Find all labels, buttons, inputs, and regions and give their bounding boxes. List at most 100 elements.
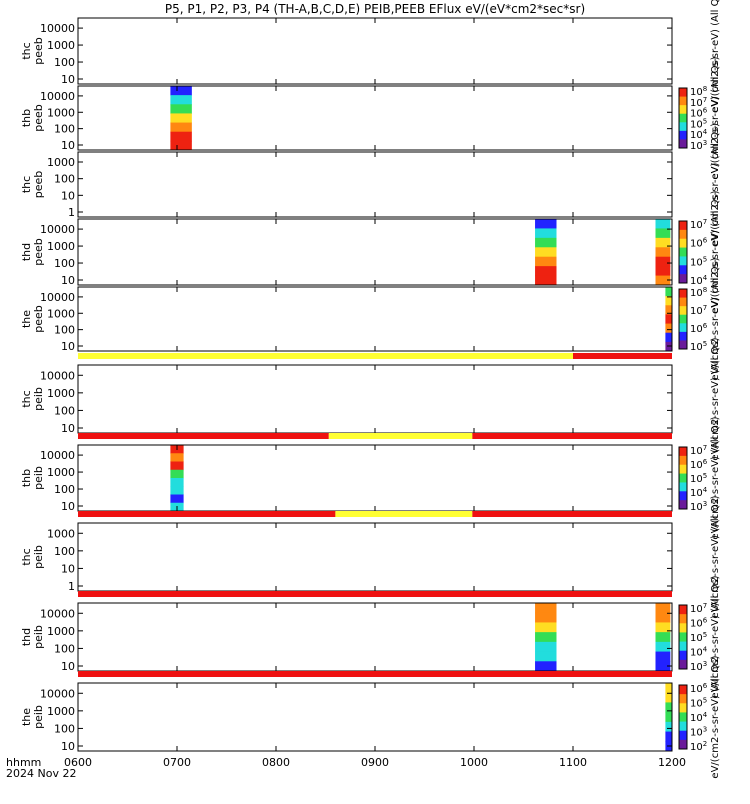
colorbar-cell bbox=[679, 447, 687, 457]
colorbar-cell bbox=[679, 306, 687, 316]
y-tick-label: 10 bbox=[61, 500, 75, 513]
spectrogram-cell bbox=[535, 237, 557, 248]
panel-ylabel: thcpeib bbox=[20, 545, 45, 569]
colorbar-cell bbox=[679, 703, 687, 713]
x-axis-date-label: 2024 Nov 22 bbox=[6, 767, 76, 780]
x-tick-label: 0600 bbox=[64, 756, 92, 769]
spectrogram-cell bbox=[535, 247, 557, 258]
colorbar-cell bbox=[679, 623, 687, 633]
spectrogram-cell bbox=[655, 632, 671, 643]
colorbar-tick-label: 106 bbox=[690, 682, 708, 695]
colorbar-label: eV/(cm2-s-sr-eV) (All Qs) bbox=[710, 257, 721, 380]
colorbar-cell bbox=[679, 274, 687, 284]
colorbar-cell bbox=[679, 238, 687, 249]
colorbar-cell bbox=[679, 340, 687, 350]
x-tick-label: 0900 bbox=[361, 756, 389, 769]
colorbar-cell bbox=[679, 130, 687, 140]
panel-ylabel: thbpeib bbox=[20, 466, 45, 490]
y-tick-label: 10000 bbox=[40, 22, 75, 35]
colorbar-tick-label: 108 bbox=[690, 286, 707, 299]
colorbar-label: eV/(cm2-s-sr-eV) (All Qs) bbox=[710, 56, 721, 179]
colorbar-tick-label: 102 bbox=[690, 740, 707, 753]
colorbar-cell bbox=[679, 221, 687, 231]
spectrogram-block bbox=[655, 219, 671, 286]
y-tick-label: 1 bbox=[68, 206, 75, 219]
y-tick-label: 100 bbox=[54, 324, 75, 337]
colorbar-label: eV/(cm2-s-sr-eV) (All Qs) bbox=[710, 337, 721, 460]
spectrogram-cell bbox=[535, 612, 557, 623]
flag-bar-segment bbox=[472, 511, 672, 517]
panel-thc-peib: 10 100 1000 10000 thcpeib eV/(cm2-s-sr-eV) (A… bbox=[20, 337, 721, 460]
y-tick-label: 1000 bbox=[47, 625, 75, 638]
colorbar-tick-label: 105 bbox=[690, 472, 707, 485]
spectrogram-block bbox=[665, 287, 672, 352]
spectrogram-cell bbox=[535, 266, 557, 277]
colorbar-cell bbox=[679, 314, 687, 324]
spectrogram-cell bbox=[655, 237, 671, 248]
colorbar-cell bbox=[679, 685, 687, 695]
colorbar-frame bbox=[678, 446, 688, 510]
y-tick-label: 10000 bbox=[40, 291, 75, 304]
flag-bar-segment bbox=[78, 433, 329, 439]
spectrogram-cell bbox=[665, 314, 672, 325]
colorbar-label: eV/(cm2-s-sr-eV) (All Qs) bbox=[710, 575, 721, 698]
panel-frame bbox=[77, 17, 673, 85]
colorbar-tick-label: 107 bbox=[690, 444, 707, 457]
panel-ylabel: thepeib bbox=[20, 705, 45, 729]
colorbar-cell bbox=[679, 614, 687, 624]
colorbar-cell bbox=[679, 464, 687, 475]
spectrogram-cell bbox=[665, 287, 672, 297]
colorbar-tick-label: 103 bbox=[690, 500, 707, 513]
colorbar-tick-label: 106 bbox=[690, 322, 708, 335]
spectrogram-block bbox=[535, 603, 557, 672]
colorbar-tick-label: 107 bbox=[690, 602, 707, 615]
spectrogram-cell bbox=[170, 113, 192, 124]
spectrogram-cell bbox=[655, 275, 671, 286]
spectrogram-cell bbox=[170, 122, 192, 133]
colorbar-tick-label: 107 bbox=[690, 218, 707, 231]
spectrogram-cell bbox=[655, 622, 671, 633]
spectrogram-cell bbox=[535, 632, 557, 643]
y-tick-label: 10 bbox=[61, 274, 75, 287]
panel-frame bbox=[77, 522, 673, 592]
y-tick-label: 1000 bbox=[47, 705, 75, 718]
colorbar-tick-label: 105 bbox=[690, 631, 707, 644]
y-tick-label: 10 bbox=[61, 189, 75, 202]
spectrogram-cell bbox=[170, 494, 184, 504]
spectrogram-block bbox=[170, 86, 192, 151]
spectrogram-cell bbox=[170, 86, 192, 96]
colorbar-label: eV/(cm2-s-sr-eV) (All Qs) bbox=[710, 190, 721, 313]
y-tick-label: 100 bbox=[54, 642, 75, 655]
y-tick-label: 10000 bbox=[40, 369, 75, 382]
y-tick-label: 100 bbox=[54, 722, 75, 735]
colorbar-cell bbox=[679, 113, 687, 123]
spectrogram-cell bbox=[535, 275, 557, 286]
colorbar-cell bbox=[679, 105, 687, 115]
spectrogram-block bbox=[170, 445, 184, 512]
panel-ylabel: thcpeeb bbox=[20, 171, 45, 199]
spectrogram-cell bbox=[170, 453, 184, 462]
panel-frame bbox=[77, 85, 673, 151]
colorbar-cell bbox=[679, 482, 687, 492]
flag-bar-segment bbox=[472, 433, 672, 439]
colorbar-frame bbox=[678, 220, 688, 284]
spectrogram-cell bbox=[655, 612, 671, 623]
colorbar-cell bbox=[679, 289, 687, 299]
colorbar-cell bbox=[679, 96, 687, 106]
colorbar-frame bbox=[678, 684, 688, 750]
colorbar-cell bbox=[679, 650, 687, 661]
colorbar-cell bbox=[679, 605, 687, 615]
colorbar-tick-label: 104 bbox=[690, 486, 708, 499]
y-tick-label: 10 bbox=[61, 73, 75, 86]
colorbar-tick-label: 103 bbox=[690, 660, 707, 673]
y-tick-label: 1000 bbox=[47, 39, 75, 52]
y-tick-label: 10000 bbox=[40, 223, 75, 236]
flag-bar-segment bbox=[328, 433, 473, 439]
spectrogram-cell bbox=[535, 219, 557, 229]
colorbar-cell bbox=[679, 297, 687, 307]
spectrogram-cell bbox=[655, 266, 671, 277]
